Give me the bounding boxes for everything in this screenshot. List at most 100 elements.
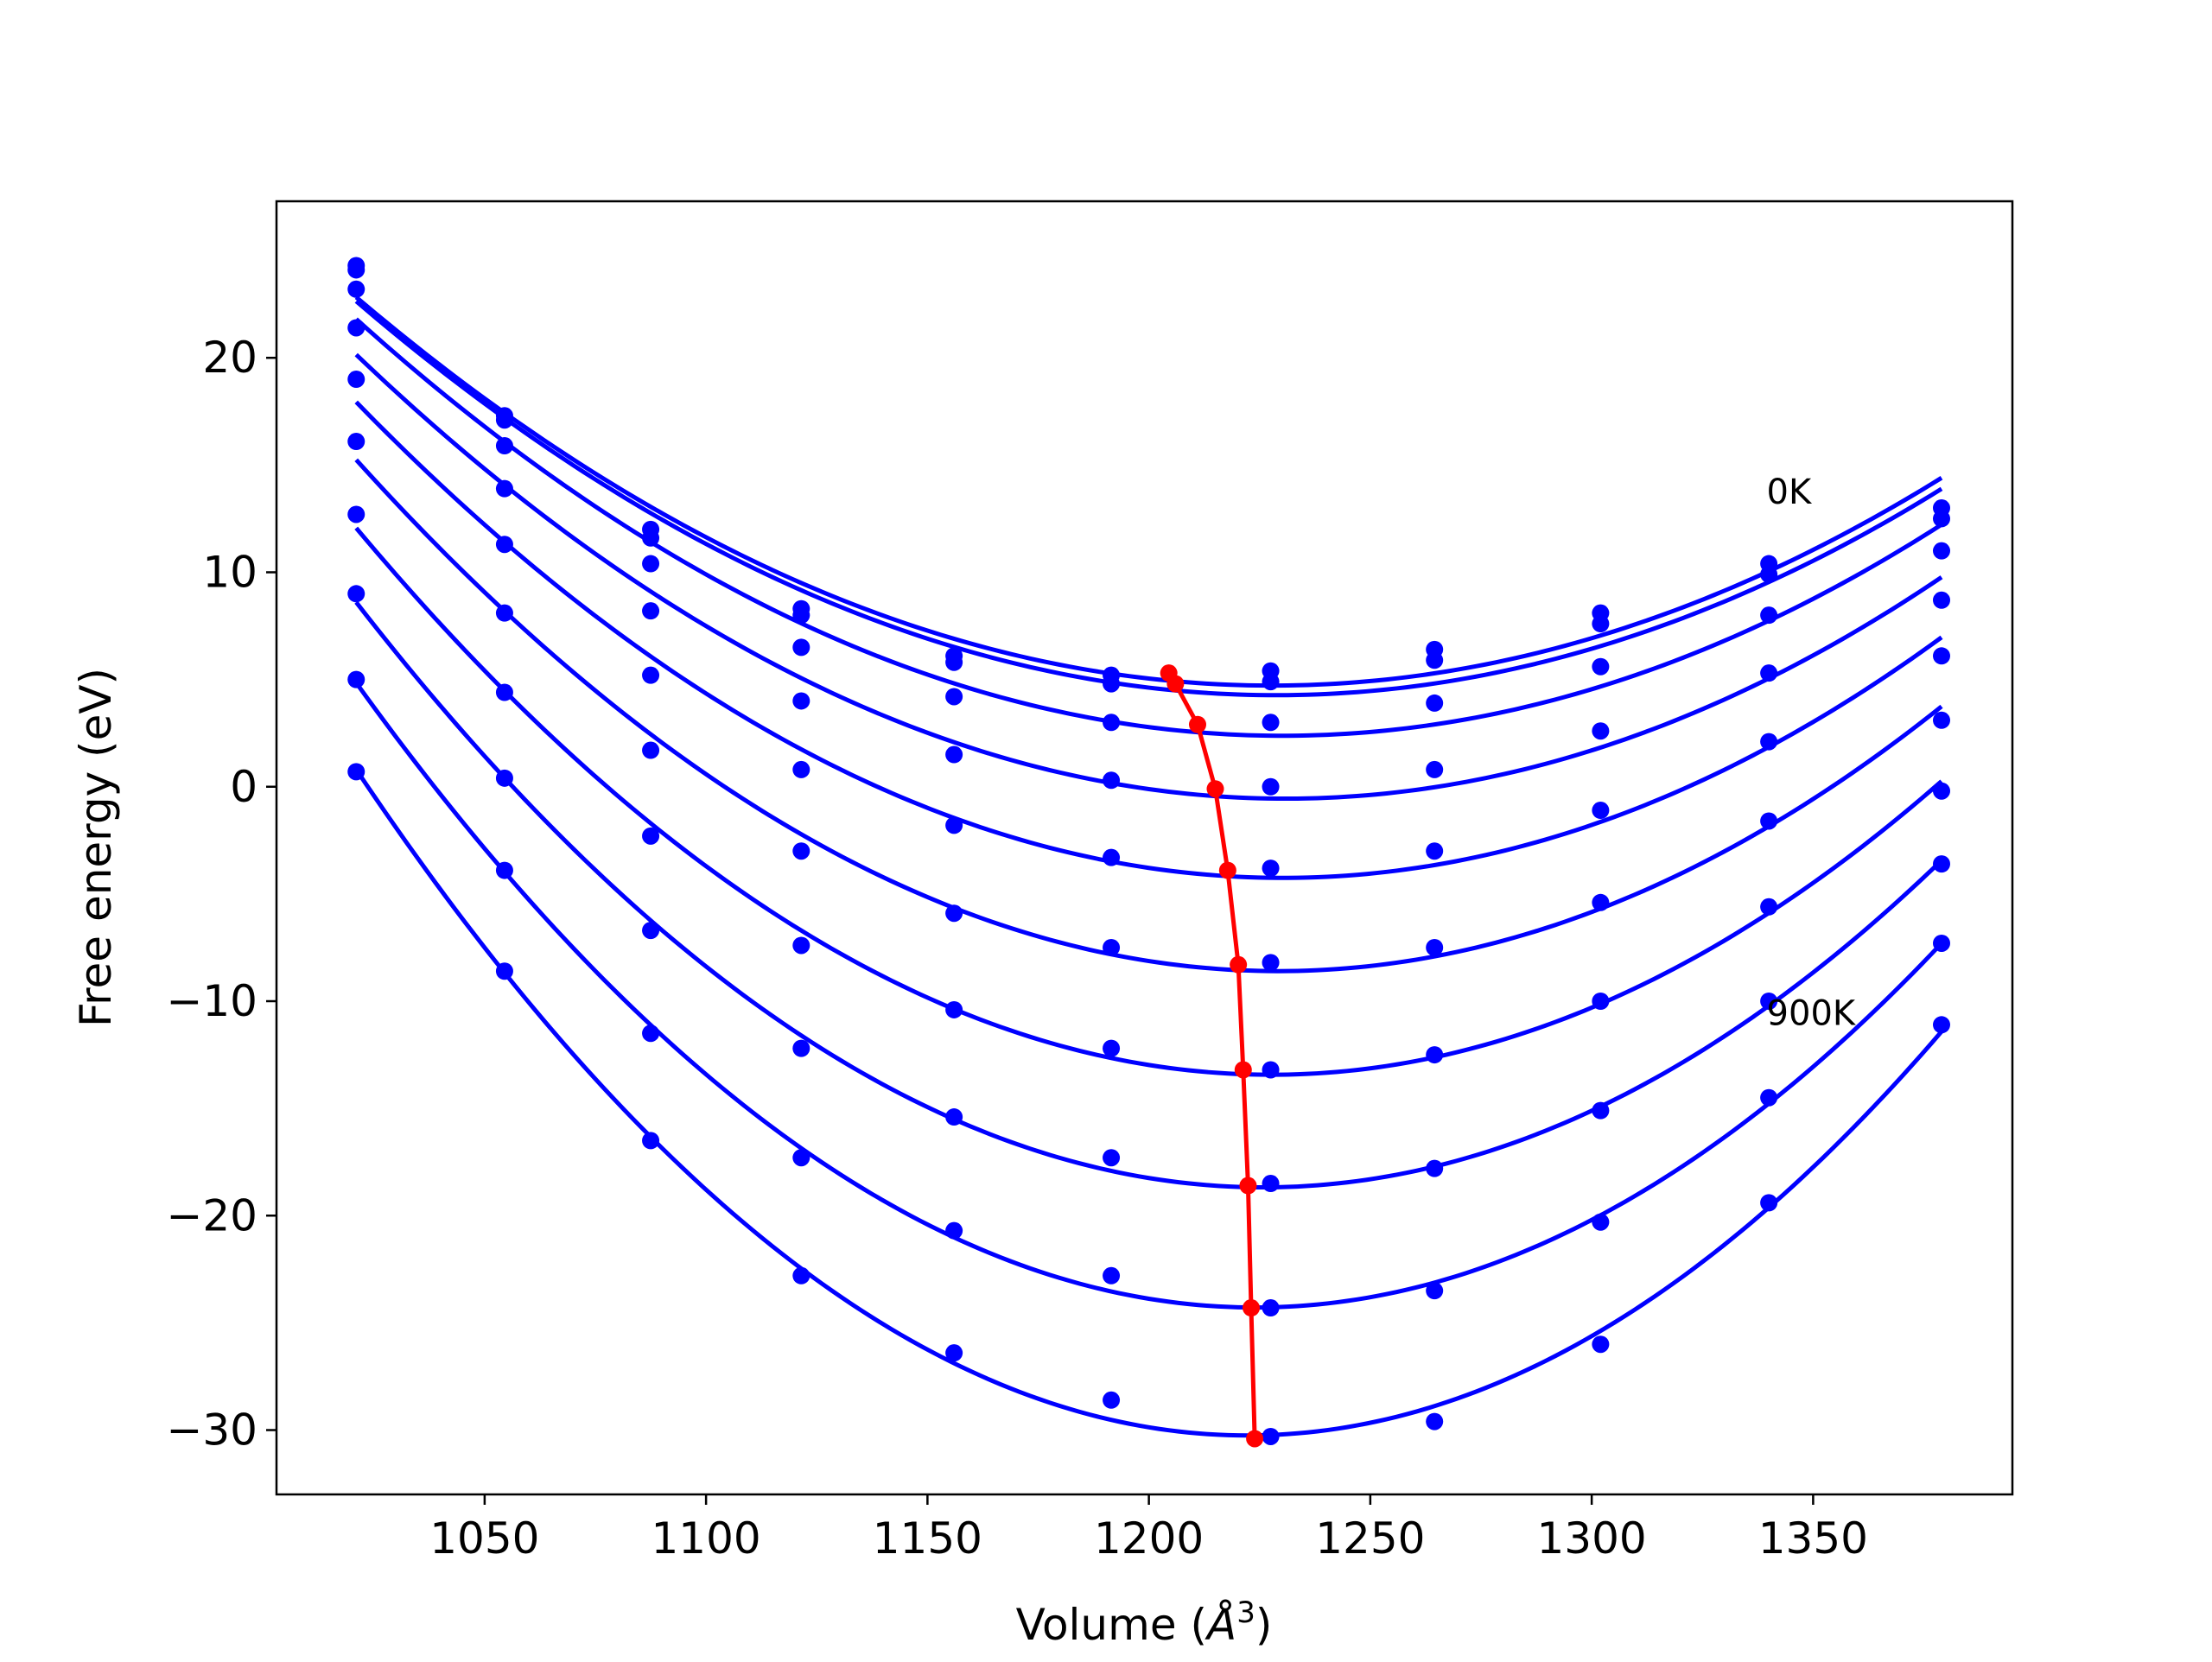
series-2-point-9	[1592, 615, 1610, 633]
x-axis-label-text: Volume	[1016, 1600, 1177, 1650]
minimum-point-3	[1189, 715, 1206, 733]
x-tick-label-1300: 1300	[1537, 1513, 1647, 1564]
x-tick-label-1150: 1150	[873, 1513, 982, 1564]
x-axis-label: Volume (Å3)	[1016, 1595, 1273, 1650]
series-7-point-4	[792, 936, 810, 955]
series-8-point-6	[1103, 1149, 1121, 1167]
x-tick-label-1250: 1250	[1315, 1513, 1425, 1564]
series-5-point-7	[1262, 860, 1280, 878]
series-8-point-10	[1760, 993, 1778, 1010]
series-4-point-1	[347, 319, 365, 337]
series-5-point-10	[1760, 733, 1778, 751]
x-axis-label-close: )	[1255, 1600, 1273, 1650]
series-layer	[347, 257, 1950, 1445]
series-5-point-5	[945, 816, 963, 834]
y-tick-label-20: 20	[202, 333, 257, 383]
series-6-point-6	[1103, 938, 1121, 956]
series-2-point-8	[1426, 651, 1444, 669]
series-2-point-7	[1262, 673, 1280, 691]
series-7-point-11	[1933, 782, 1950, 800]
series-10-point-10	[1760, 1194, 1778, 1212]
series-4-point-3	[642, 602, 660, 620]
series-7-point-5	[945, 1000, 963, 1018]
series-10-point-11	[1933, 1016, 1950, 1034]
x-axis-ticks: 1050 1100 1150 1200 1250 1300 1350	[429, 1494, 1868, 1564]
series-8-point-5	[945, 1108, 963, 1126]
series-curve-9	[354, 681, 1943, 1310]
series-2-point-5	[945, 653, 963, 671]
series-5-point-3	[642, 666, 660, 684]
series-7-point-1	[347, 505, 365, 523]
series-2-point-10	[1760, 565, 1778, 583]
series-9-point-7	[1262, 1299, 1280, 1317]
series-5-point-9	[1592, 802, 1610, 820]
series-4-point-4	[792, 692, 810, 710]
series-5-point-1	[347, 371, 365, 389]
series-8-point-4	[792, 1039, 810, 1057]
plot-frame	[275, 200, 2014, 1496]
minimum-line	[1166, 671, 1257, 1439]
series-5-point-6	[1103, 848, 1121, 866]
x-axis-unit: Å	[1205, 1600, 1236, 1650]
x-tick-label-1200: 1200	[1094, 1513, 1204, 1564]
series-9-point-3	[642, 1024, 660, 1043]
series-5-point-11	[1933, 647, 1950, 665]
series-8-point-3	[642, 922, 660, 940]
series-7-point-8	[1426, 1046, 1444, 1064]
series-6-point-11	[1933, 711, 1950, 729]
series-curve-8	[354, 600, 1943, 1190]
series-9-point-8	[1426, 1282, 1444, 1300]
series-curve-10	[354, 768, 1943, 1438]
series-10-point-8	[1426, 1412, 1444, 1430]
series-4-point-7	[1262, 777, 1280, 796]
series-6-point-4	[792, 842, 810, 860]
minimum-point-9	[1243, 1299, 1261, 1317]
series-2-point-11	[1933, 510, 1950, 528]
series-8-point-8	[1426, 1159, 1444, 1177]
series-3-point-3	[642, 555, 660, 573]
series-8-point-9	[1592, 1101, 1610, 1120]
series-2-point-2	[495, 411, 513, 429]
series-curve-2	[354, 299, 1943, 698]
series-4-point-2	[495, 479, 513, 498]
series-curve-1	[354, 295, 1943, 688]
series-7-point-10	[1760, 898, 1778, 916]
series-7-point-3	[642, 827, 660, 845]
series-6-point-10	[1760, 812, 1778, 830]
series-6-point-3	[642, 741, 660, 759]
series-2-point-6	[1103, 675, 1121, 693]
y-axis-label: Free energy (eV)	[71, 668, 121, 1027]
series-7-point-7	[1262, 1061, 1280, 1079]
series-4-point-8	[1426, 760, 1444, 778]
series-3-point-11	[1933, 542, 1950, 560]
x-axis-label-open: (	[1177, 1600, 1207, 1650]
series-3-point-1	[347, 280, 365, 298]
series-9-point-2	[495, 861, 513, 879]
minimum-point-7	[1234, 1061, 1252, 1079]
series-10-point-2	[495, 962, 513, 980]
series-4-point-11	[1933, 591, 1950, 609]
series-6-point-7	[1262, 954, 1280, 972]
series-5-point-8	[1426, 842, 1444, 860]
series-3-point-10	[1760, 606, 1778, 625]
series-5-point-4	[792, 760, 810, 778]
series-9-point-10	[1760, 1088, 1778, 1107]
series-3-point-6	[1103, 714, 1121, 732]
series-10-point-7	[1262, 1427, 1280, 1445]
series-3-point-9	[1592, 657, 1610, 676]
series-6-point-8	[1426, 938, 1444, 956]
x-tick-label-1350: 1350	[1758, 1513, 1868, 1564]
series-8-point-7	[1262, 1175, 1280, 1193]
minimum-point-4	[1206, 780, 1224, 798]
y-tick-label-0: 0	[230, 762, 257, 812]
series-4-point-9	[1592, 722, 1610, 740]
series-10-point-4	[792, 1266, 810, 1285]
series-8-point-11	[1933, 855, 1950, 873]
annotation-1: 0K	[1767, 473, 1813, 512]
series-10-point-5	[945, 1344, 963, 1362]
series-9-point-11	[1933, 934, 1950, 952]
x-axis-unit-exponent: 3	[1236, 1595, 1255, 1630]
series-2-point-1	[347, 261, 365, 279]
